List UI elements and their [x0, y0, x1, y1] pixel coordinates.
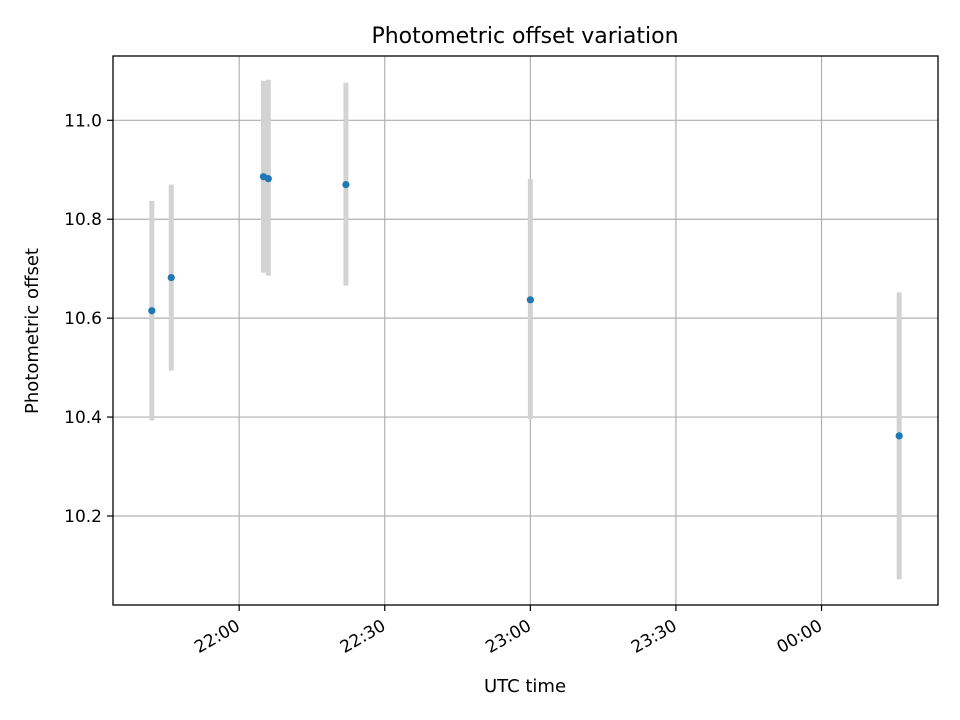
y-tick-label: 10.8: [64, 210, 102, 230]
data-point: [264, 175, 272, 183]
x-tick-label: 22:00: [191, 616, 243, 658]
chart-title: Photometric offset variation: [371, 24, 678, 49]
y-tick-label: 11.0: [64, 111, 102, 131]
data-points: [148, 173, 903, 440]
x-tick-label: 22:30: [337, 616, 389, 658]
y-tick-label: 10.6: [64, 309, 102, 329]
data-point: [895, 432, 903, 440]
x-axis-label: UTC time: [484, 676, 566, 697]
y-tick-label: 10.2: [64, 507, 102, 527]
y-tick-label: 10.4: [64, 408, 102, 428]
y-axis-label: Photometric offset: [22, 248, 43, 414]
grid: [113, 56, 938, 605]
x-tick-label: 23:00: [482, 616, 534, 658]
data-point: [342, 180, 350, 189]
x-axis-ticks: 22:00 22:30 23:00 23:30 00:00: [191, 605, 826, 658]
y-axis-ticks: 10.2 10.4 10.6 10.8 11.0: [64, 111, 113, 527]
x-tick-label: 00:00: [774, 616, 826, 658]
data-point: [148, 307, 156, 315]
error-bars: [149, 79, 902, 580]
data-point: [167, 273, 175, 282]
x-tick-label: 23:30: [628, 616, 680, 658]
plot-frame: [112, 55, 939, 606]
data-point: [526, 296, 534, 304]
